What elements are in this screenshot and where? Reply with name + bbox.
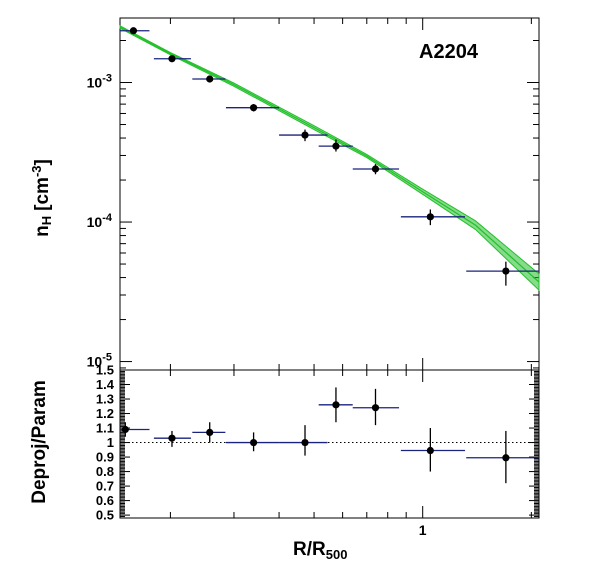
ratio-ytick-label: 1.5 (96, 363, 114, 378)
density-panel-ticks (120, 18, 539, 370)
model-best-fit-line (119, 26, 540, 283)
ratio-ytick-label: 1.2 (96, 406, 114, 421)
ratio-point-6 (332, 401, 340, 409)
density-point-2 (168, 55, 176, 63)
density-point-7 (371, 165, 380, 173)
ylabel-sub: H (39, 216, 54, 225)
ratio-ytick-label: 0.8 (96, 464, 114, 479)
density-panel-frame (119, 17, 540, 371)
density-panel: 10-310-410-5 A2204 nH[cm-3] (29, 17, 540, 371)
ylabel-unit: [cm (32, 177, 53, 211)
ratio-point-1 (121, 425, 129, 434)
density-point-6 (332, 142, 340, 150)
ylabel-base: n (32, 225, 53, 237)
ratio-point-9 (502, 454, 510, 462)
ratio-data-points (120, 387, 539, 484)
y-tick-label-exp: -4 (102, 212, 113, 224)
ratio-point-8 (426, 446, 434, 455)
ratio-point-2 (168, 434, 176, 442)
ratio-panel: 1.51.41.31.21.110.90.80.70.60.5 1 Deproj… (29, 363, 540, 562)
ratio-ytick-label: 1.3 (96, 392, 114, 407)
density-point-8 (426, 213, 434, 221)
ratio-ytick-label: 0.5 (96, 508, 114, 523)
model-band-area (119, 24, 540, 292)
ratio-point-5 (301, 438, 309, 447)
ylabel-sup: -3 (29, 165, 44, 177)
y-tick-label: 10-3 (87, 73, 112, 91)
y-tick-label-base: 10 (87, 214, 103, 230)
ratio-point-7 (371, 404, 380, 412)
ratio-xtick-labels: 1 (419, 522, 427, 538)
y-tick-label: 10-4 (87, 212, 113, 230)
density-point-3 (206, 75, 214, 83)
ratio-ylabel: Deproj/Param (29, 380, 50, 504)
ratio-ytick-label: 0.9 (96, 450, 114, 465)
cluster-name-label: A2204 (419, 41, 479, 63)
ratio-ytick-label: 1.1 (96, 421, 114, 436)
ratio-point-3 (206, 428, 214, 436)
model-band (119, 24, 540, 292)
ratio-point-4 (249, 438, 258, 447)
xlabel: R/R500 (293, 539, 347, 562)
y-tick-label: 10-5 (87, 352, 112, 370)
density-point-4 (249, 104, 258, 112)
y-tick-label-base: 10 (87, 75, 103, 91)
y-tick-label-exp: -3 (102, 73, 112, 85)
density-point-9 (502, 267, 510, 275)
density-ylabel: nH [cm-3] (29, 159, 55, 237)
y-tick-label-base: 10 (87, 354, 103, 370)
density-data-points (120, 27, 539, 286)
ratio-panel-frame (119, 369, 540, 519)
y-tick-label-exp: -5 (102, 352, 112, 364)
ratio-ytick-label: 1.4 (96, 377, 115, 392)
ratio-ytick-label: 0.6 (96, 493, 114, 508)
ylabel-close: ] (32, 159, 53, 165)
ratio-panel-ticks (120, 369, 539, 519)
xlabel-sub: 500 (326, 547, 348, 562)
density-ytick-labels: 10-310-410-5 (87, 73, 113, 370)
x-tick-label: 1 (419, 522, 427, 538)
ratio-ytick-labels: 1.51.41.31.21.110.90.80.70.60.5 (96, 363, 115, 523)
xlabel-base: R/R (293, 539, 326, 560)
ratio-ytick-label: 1 (107, 435, 114, 450)
ratio-ytick-label: 0.7 (96, 479, 114, 494)
density-point-1 (129, 27, 138, 35)
density-point-5 (301, 131, 309, 139)
